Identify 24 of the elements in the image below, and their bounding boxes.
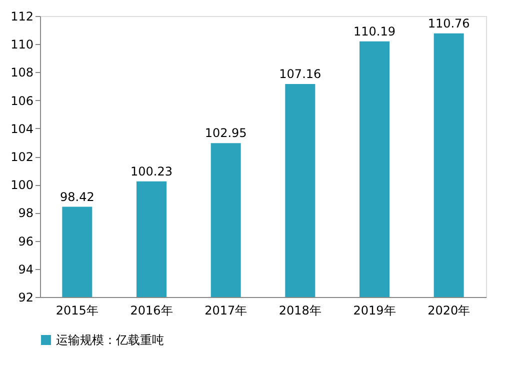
y-tick-label: 112 [10,10,34,24]
x-tick-label: 2020年 [428,304,470,318]
y-tick-label: 104 [10,122,34,136]
data-label: 110.76 [428,16,470,30]
data-label: 100.23 [130,164,172,178]
y-tick-label: 108 [10,66,34,80]
x-tick-label: 2016年 [130,304,173,318]
y-tick-label: 102 [10,150,34,164]
y-tick-label: 100 [10,178,34,192]
y-tick-label: 92 [18,290,34,304]
y-tick-label: 110 [10,38,34,52]
legend-label: 运输规模：亿载重吨 [56,333,164,347]
x-tick-label: 2017年 [204,304,248,318]
x-tick-label: 2015年 [56,304,98,318]
y-tick-label: 106 [10,94,34,108]
y-tick-label: 96 [18,234,34,248]
data-label: 110.19 [354,24,396,38]
data-label: 107.16 [279,67,322,81]
data-label: 98.42 [60,190,94,204]
x-tick-label: 2018年 [278,304,322,318]
data-label: 102.95 [204,126,247,140]
y-tick-label: 98 [18,206,34,220]
y-tick-label: 94 [18,262,34,276]
x-tick-label: 2019年 [353,304,396,318]
